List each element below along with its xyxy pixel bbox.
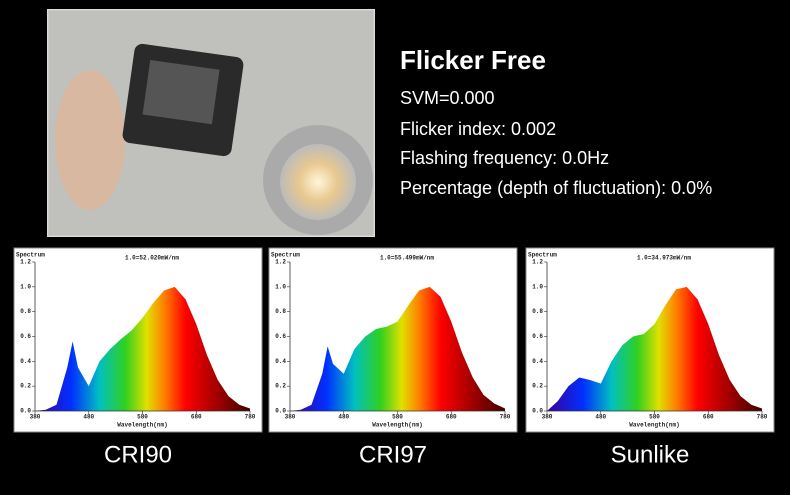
y-tick-label: 1.2 [20, 259, 31, 266]
chart-label: Sunlike [611, 441, 690, 468]
y-tick-label: 0.2 [275, 383, 286, 390]
x-tick-label: 580 [392, 414, 403, 421]
x-axis-title: Wavelength(nm) [372, 422, 422, 429]
x-tick-label: 480 [595, 414, 606, 421]
spec-line: SVM=0.000 [400, 88, 495, 108]
x-tick-label: 680 [191, 414, 202, 421]
note: 1.0=55.499mW/nm [380, 255, 434, 262]
spec-line: Flicker index: 0.002 [400, 119, 556, 139]
x-tick-label: 680 [446, 414, 457, 421]
spec-line: Percentage (depth of fluctuation): 0.0% [400, 178, 712, 198]
spectrum-area [547, 286, 762, 411]
y-tick-label: 1.0 [20, 283, 31, 290]
y-tick-label: 0.8 [275, 308, 286, 315]
x-tick-label: 480 [83, 414, 94, 421]
y-tick-label: 0.4 [532, 358, 543, 365]
y-axis-title: Spectrum [16, 252, 45, 259]
y-tick-label: 0.0 [20, 408, 31, 415]
y-tick-label: 0.4 [20, 358, 31, 365]
y-tick-label: 0.0 [532, 408, 543, 415]
y-tick-label: 0.6 [275, 333, 286, 340]
note: 1.0=52.020mW/nm [125, 255, 179, 262]
x-tick-label: 380 [542, 414, 553, 421]
x-tick-label: 780 [757, 414, 768, 421]
y-axis-title: Spectrum [528, 252, 557, 259]
y-tick-label: 0.2 [532, 383, 543, 390]
x-tick-label: 580 [649, 414, 660, 421]
photo [47, 9, 375, 237]
chart-label: CRI97 [359, 441, 427, 468]
x-tick-label: 780 [500, 414, 511, 421]
x-tick-label: 780 [245, 414, 256, 421]
y-tick-label: 0.8 [532, 308, 543, 315]
x-tick-label: 380 [285, 414, 296, 421]
spectrum-chart: Spectrum 1.0=52.020mW/nm Wavelength(nm) 0.0… [13, 247, 263, 468]
y-tick-label: 1.2 [532, 259, 543, 266]
spectrum-area [290, 286, 505, 411]
spectrum-chart: Spectrum 1.0=55.499mW/nm Wavelength(nm) 0.0… [268, 247, 518, 468]
title: Flicker Free [400, 45, 546, 75]
spec-line: Flashing frequency: 0.0Hz [400, 148, 609, 168]
chart-label: CRI90 [104, 441, 172, 468]
y-tick-label: 0.8 [20, 308, 31, 315]
y-tick-label: 0.2 [20, 383, 31, 390]
y-tick-label: 0.0 [275, 408, 286, 415]
spectrum-chart: Spectrum 1.0=34.973mW/nm Wavelength(nm) 0.0… [525, 247, 775, 468]
x-tick-label: 680 [703, 414, 714, 421]
x-tick-label: 380 [30, 414, 41, 421]
spectrum-area [35, 286, 250, 411]
y-tick-label: 1.0 [532, 283, 543, 290]
y-tick-label: 0.4 [275, 358, 286, 365]
x-tick-label: 480 [338, 414, 349, 421]
x-axis-title: Wavelength(nm) [117, 422, 167, 429]
x-axis-title: Wavelength(nm) [629, 422, 679, 429]
y-axis-title: Spectrum [271, 252, 300, 259]
y-tick-label: 1.0 [275, 283, 286, 290]
note: 1.0=34.973mW/nm [637, 255, 691, 262]
y-tick-label: 0.6 [20, 333, 31, 340]
x-tick-label: 580 [137, 414, 148, 421]
y-tick-label: 0.6 [532, 333, 543, 340]
y-tick-label: 1.2 [275, 259, 286, 266]
